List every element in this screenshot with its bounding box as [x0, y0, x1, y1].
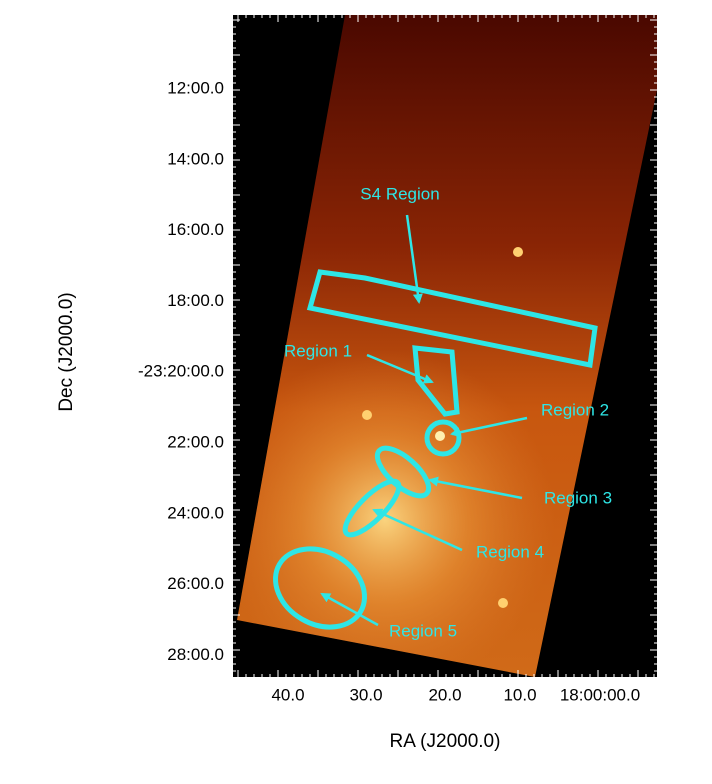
region-label: Region 3	[544, 488, 612, 507]
region-label: Region 5	[389, 621, 457, 640]
arrow	[372, 508, 463, 552]
x-tick-label: 30.0	[349, 685, 382, 704]
star	[513, 247, 523, 257]
x-tick-label: 10.0	[503, 685, 536, 704]
y-tick-label: 18:00.0	[167, 291, 224, 310]
arrow	[366, 353, 434, 384]
star	[435, 431, 445, 441]
region-label: S4 Region	[360, 184, 439, 203]
y-tick-label: 12:00.0	[167, 78, 224, 97]
x-tick-label: 40.0	[271, 685, 304, 704]
arrow	[450, 416, 528, 438]
s4-region	[306, 269, 598, 368]
region-label: Region 4	[476, 542, 544, 561]
y-axis-label: Dec (J2000.0)	[56, 292, 77, 411]
region-2	[424, 419, 462, 457]
star	[498, 598, 508, 608]
arrow	[320, 592, 379, 627]
star	[362, 410, 372, 420]
y-tick-label: 26:00.0	[167, 574, 224, 593]
y-tick-label: 28:00.0	[167, 645, 224, 664]
region-5	[272, 546, 368, 630]
arrow	[428, 476, 523, 500]
x-axis-label: RA (J2000.0)	[390, 731, 501, 752]
y-tick-label: 22:00.0	[167, 432, 224, 451]
arrow	[405, 214, 423, 304]
ticks	[233, 15, 657, 677]
y-tick-label: -23:20:00.0	[138, 362, 224, 381]
x-tick-label: 18:00:00.0	[560, 685, 640, 704]
emission-glow	[237, 15, 657, 677]
x-tick-label: 20.0	[428, 685, 461, 704]
region-label: Region 1	[284, 341, 352, 360]
y-tick-label: 14:00.0	[167, 149, 224, 168]
region-label: Region 2	[541, 400, 609, 419]
y-tick-label: 24:00.0	[167, 503, 224, 522]
y-tick-label: 16:00.0	[167, 220, 224, 239]
